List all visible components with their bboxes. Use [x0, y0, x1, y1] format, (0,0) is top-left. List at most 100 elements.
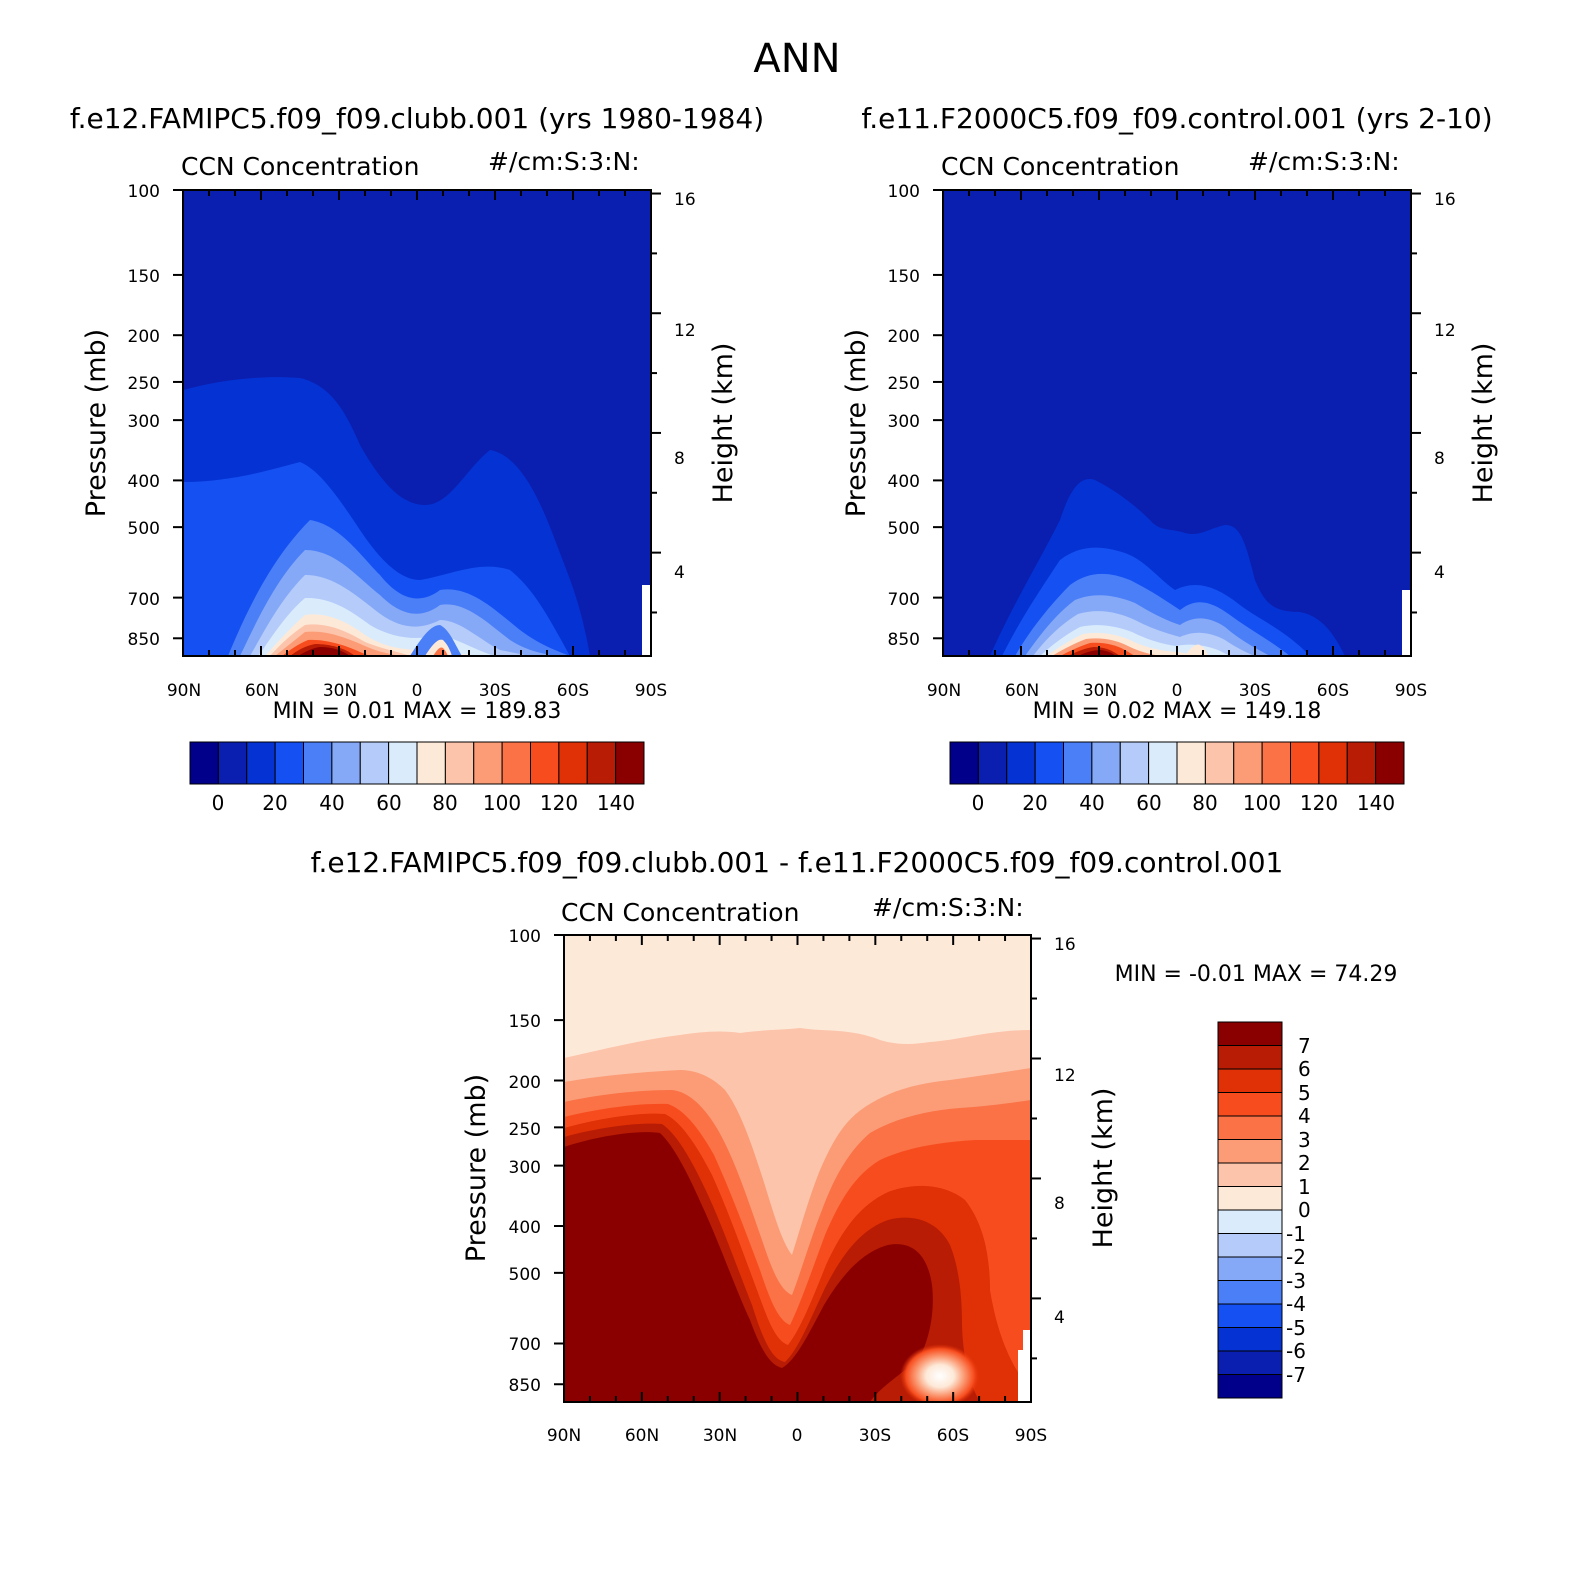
- x-tick-label: 60N: [245, 681, 279, 701]
- colorbar-swatch: [1217, 1068, 1283, 1093]
- colorbar-swatch: [416, 741, 446, 785]
- colorbar-swatch: [1217, 1139, 1283, 1164]
- colorbar-label: 60: [1136, 791, 1161, 815]
- variable-label: CCN Concentration: [181, 152, 419, 181]
- colorbar-swatch: [1176, 741, 1206, 785]
- colorbar-label: 4: [1298, 1104, 1311, 1128]
- colorbar-swatch: [530, 741, 560, 785]
- units-label: #/cm:S:3:N:: [872, 893, 1024, 922]
- y-tick-label: 100: [509, 927, 541, 947]
- colorbar-label: 120: [540, 791, 578, 815]
- colorbar-swatch: [1217, 1350, 1283, 1375]
- y2-tick-labels: 16 12 8 4: [1054, 935, 1076, 1328]
- y-tick-label: 100: [888, 182, 920, 202]
- colorbar-swatch: [1217, 1115, 1283, 1140]
- y2-tick-label: 16: [1434, 190, 1456, 210]
- panel-title: f.e12.FAMIPC5.f09_f09.clubb.001 - f.e11.…: [311, 846, 1284, 879]
- y-tick-label: 700: [509, 1335, 541, 1355]
- y-tick-label: 700: [128, 590, 160, 610]
- colorbar-swatch: [586, 741, 617, 785]
- contour-field: [943, 190, 1411, 656]
- panel-control: f.e11.F2000C5.f09_f09.control.001 (yrs 2…: [841, 102, 1499, 815]
- colorbar-swatch: [1034, 741, 1064, 785]
- y-tick-label: 300: [888, 412, 920, 432]
- x-tick-label: 30S: [479, 681, 511, 701]
- y-tick-label: 850: [888, 630, 920, 650]
- y2-tick-label: 12: [1054, 1066, 1076, 1086]
- colorbar-label: 5: [1298, 1081, 1311, 1105]
- y-tick-label: 250: [888, 374, 920, 394]
- y-tick-label: 850: [509, 1376, 541, 1396]
- colorbar-swatch: [331, 741, 361, 785]
- units-label: #/cm:S:3:N:: [488, 147, 640, 176]
- colorbar-swatch: [1204, 741, 1235, 785]
- colorbar-label: 7: [1298, 1034, 1311, 1058]
- colorbar-swatch: [558, 741, 588, 785]
- colorbar-label: -3: [1286, 1269, 1306, 1293]
- x-tick-label: 60S: [937, 1426, 969, 1446]
- colorbar-swatch: [1233, 741, 1263, 785]
- y-tick-label: 100: [128, 182, 160, 202]
- y2-tick-label: 8: [1434, 449, 1445, 469]
- x-tick-label: 90N: [167, 681, 201, 701]
- y-tick-label: 150: [888, 267, 920, 287]
- y2-tick-label: 4: [1434, 563, 1445, 583]
- colorbar-swatch: [1346, 741, 1377, 785]
- colorbar-swatch: [1063, 741, 1093, 785]
- colorbar-swatch: [1375, 741, 1405, 785]
- colorbar-swatch: [1217, 1233, 1283, 1258]
- x-tick-label: 0: [412, 681, 423, 701]
- colorbar-swatch: [1290, 741, 1320, 785]
- colorbar-swatch: [1217, 1256, 1283, 1281]
- contour-field: [183, 190, 651, 656]
- colorbar-label: 140: [597, 791, 635, 815]
- y-tick-label: 500: [888, 519, 920, 539]
- y-tick-label: 150: [128, 267, 160, 287]
- colorbar: [949, 741, 1405, 785]
- y2-axis-label: Height (km): [708, 343, 739, 504]
- y-tick-labels: 100 150 200 250 300 400 500 700 850: [509, 927, 541, 1396]
- colorbar-swatch: [444, 741, 475, 785]
- colorbar-labels: 7 6 5 4 3 2 1 0 -1 -2 -3 -4 -5 -6 -7: [1286, 1034, 1311, 1387]
- y2-tick-label: 12: [1434, 321, 1456, 341]
- missing-data: [642, 585, 651, 656]
- x-tick-label: 30S: [1239, 681, 1271, 701]
- colorbar-swatch: [217, 741, 248, 785]
- y-tick-label: 400: [888, 472, 920, 492]
- colorbar-label: 100: [1243, 791, 1281, 815]
- variable-label: CCN Concentration: [941, 152, 1179, 181]
- y2-tick-labels: 16 12 8 4: [1434, 190, 1456, 583]
- y-tick-labels: 100 150 200 250 300 400 500 700 850: [128, 182, 160, 650]
- colorbar-swatch: [501, 741, 531, 785]
- colorbar-label: -1: [1286, 1222, 1306, 1246]
- y-tick-label: 400: [128, 472, 160, 492]
- colorbar-swatch: [1091, 741, 1121, 785]
- colorbar-label: 6: [1298, 1057, 1311, 1081]
- y2-tick-label: 8: [1054, 1194, 1065, 1214]
- colorbar-label: 60: [376, 791, 401, 815]
- colorbar-swatch: [1006, 741, 1036, 785]
- x-tick-label: 30N: [1083, 681, 1117, 701]
- colorbar-swatch: [1217, 1280, 1283, 1305]
- stats-label: MIN = -0.01 MAX = 74.29: [1115, 962, 1398, 987]
- colorbar-swatch: [303, 741, 333, 785]
- x-tick-label: 0: [1172, 681, 1183, 701]
- colorbar-swatch: [1217, 1209, 1283, 1234]
- x-tick-label: 30S: [859, 1426, 891, 1446]
- y-tick-label: 300: [128, 412, 160, 432]
- y-axis-label: Pressure (mb): [81, 329, 112, 517]
- y-tick-label: 300: [509, 1158, 541, 1178]
- y-tick-label: 500: [509, 1265, 541, 1285]
- missing-data: [1402, 590, 1411, 656]
- x-tick-label: 90N: [927, 681, 961, 701]
- contour-band-spot: [900, 1344, 980, 1402]
- y-tick-label: 200: [509, 1073, 541, 1093]
- colorbar: [1217, 1021, 1283, 1399]
- x-tick-label: 90S: [1015, 1426, 1047, 1446]
- colorbar-swatch: [615, 741, 645, 785]
- variable-label: CCN Concentration: [561, 898, 799, 927]
- x-tick-label: 0: [792, 1426, 803, 1446]
- colorbar-swatch: [1148, 741, 1178, 785]
- x-tick-label: 90N: [547, 1426, 581, 1446]
- y-tick-labels: 100 150 200 250 300 400 500 700 850: [888, 182, 920, 650]
